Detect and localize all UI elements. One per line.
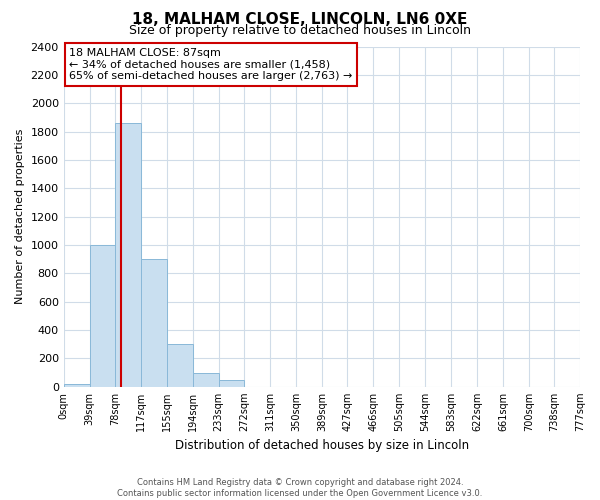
Bar [64, 384, 89, 387]
Y-axis label: Number of detached properties: Number of detached properties [15, 129, 25, 304]
Bar [115, 123, 142, 387]
Text: 18, MALHAM CLOSE, LINCOLN, LN6 0XE: 18, MALHAM CLOSE, LINCOLN, LN6 0XE [133, 12, 467, 28]
Bar [142, 259, 167, 387]
Bar [218, 380, 244, 387]
Text: 18 MALHAM CLOSE: 87sqm
← 34% of detached houses are smaller (1,458)
65% of semi-: 18 MALHAM CLOSE: 87sqm ← 34% of detached… [69, 48, 352, 81]
Bar [167, 344, 193, 387]
Bar [89, 245, 115, 387]
Text: Size of property relative to detached houses in Lincoln: Size of property relative to detached ho… [129, 24, 471, 37]
X-axis label: Distribution of detached houses by size in Lincoln: Distribution of detached houses by size … [175, 440, 469, 452]
Bar [193, 372, 218, 387]
Text: Contains HM Land Registry data © Crown copyright and database right 2024.
Contai: Contains HM Land Registry data © Crown c… [118, 478, 482, 498]
